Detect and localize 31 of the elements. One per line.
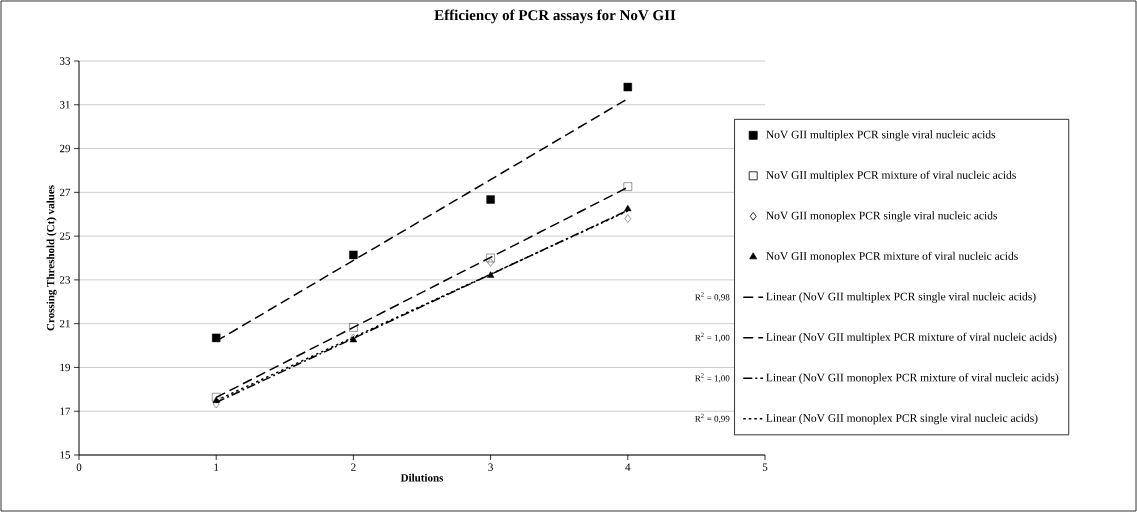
annotation: R$^{2}$ = 1,00 [695,373,730,383]
legend-label: Linear (NoV GII monoplex PCR single viral nucleic acids) [766,413,1038,425]
legend-label: NoV GII monoplex PCR single viral nucleic acids [766,211,998,222]
y-tick-label: 19 [60,363,71,372]
annotation: R$^{2}$ = 0,98 [695,292,730,302]
y-tick-label: 31 [60,101,70,109]
legend-label: NoV GII multiplex PCR single viral nucleic acids [766,130,996,141]
y-axis-title: Crossing Threshold (Ct) values [46,185,57,331]
y-tick-label: 23 [59,276,71,284]
x-tick-label: 1 [214,463,219,471]
x-axis-title: Dilutions [400,473,444,482]
x-tick-label: 2 [351,463,356,471]
legend-label: Linear (NoV GII multiplex PCR single viral nucleic acids) [766,292,1036,303]
annotation: R$^{2}$ = 1,00 [695,332,730,343]
y-tick-label: 15 [60,451,71,459]
x-tick-label: 4 [625,463,631,471]
y-tick-label: 25 [59,232,71,240]
y-tick-label: 27 [59,188,71,196]
legend-label: Linear (NoV GII multiplex PCR mixture of viral nucleic acids) [766,332,1057,344]
legend-label: NoV GII multiplex PCR mixture of viral nucleic acids [766,170,1016,182]
legend-label: NoV GII monoplex PCR mixture of viral nucleic acids [766,251,1018,263]
y-tick-label: 21 [59,320,70,328]
legend-label: Linear (NoV GII monoplex PCR mixture of viral nucleic acids) [766,373,1059,384]
chart-title: Efficiency of PCR assays for NoV GII [434,9,676,24]
y-tick-label: 33 [60,57,71,65]
y-tick-label: 17 [60,407,71,415]
y-tick-label: 29 [59,144,71,153]
x-tick-label: 3 [488,463,493,471]
x-tick-label: 5 [762,463,768,471]
annotation: R$^{2}$ = 0,99 [695,413,730,424]
x-tick-label: 0 [76,463,82,471]
